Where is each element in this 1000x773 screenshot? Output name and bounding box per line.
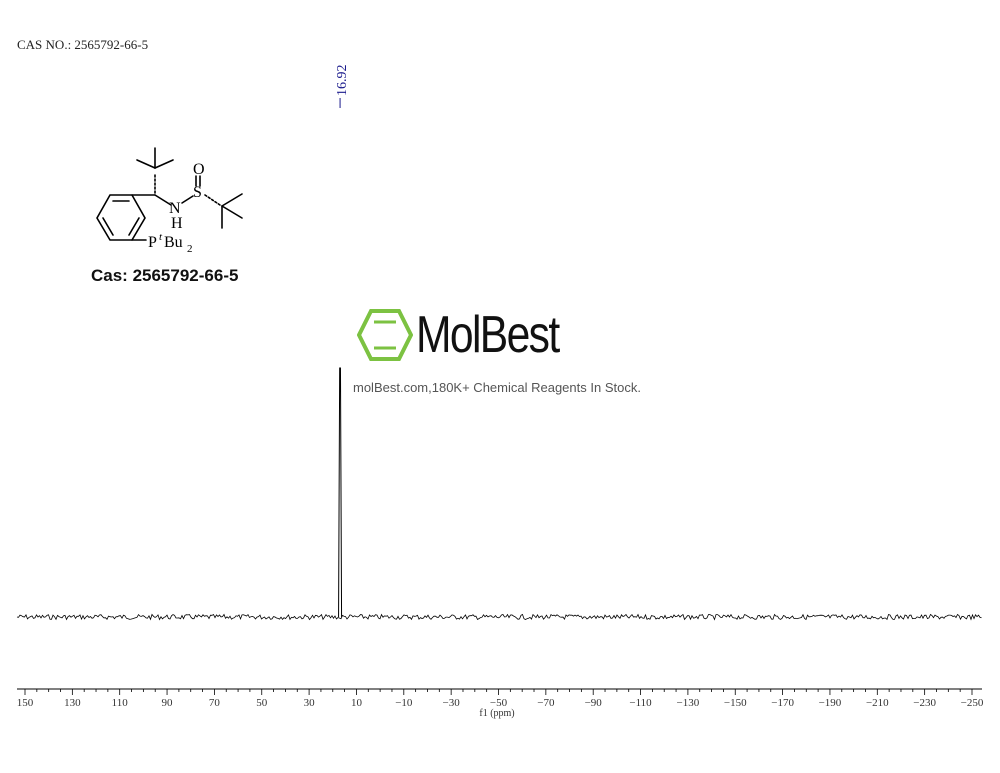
x-tick-label: −230 (913, 697, 936, 709)
peak-label: 16.92 (335, 65, 350, 97)
x-tick-label: −210 (866, 697, 889, 709)
x-tick-label: −190 (819, 697, 842, 709)
x-tick-label: 110 (112, 697, 129, 709)
x-tick-label: 130 (64, 697, 81, 709)
x-tick-label: 50 (256, 697, 268, 709)
x-tick-label: 30 (304, 697, 316, 709)
peak-labels: 16.92 (335, 65, 350, 108)
x-tick-label: −150 (724, 697, 747, 709)
cas-number-header: CAS NO.: 2565792-66-5 (17, 37, 149, 52)
logo-tagline: molBest.com,180K+ Chemical Reagents In S… (353, 380, 641, 395)
logo-wordmark: MolBest (416, 306, 560, 364)
spectrum-trace-group (16, 367, 982, 621)
x-tick-label: −250 (961, 697, 984, 709)
butyl-label: Bu (164, 234, 183, 251)
sulfur-label: S (193, 184, 202, 201)
x-axis-label: f1 (ppm) (479, 708, 514, 719)
benzene-logo-icon (357, 309, 413, 361)
structure-cas-caption: Cas: 2565792-66-5 (91, 266, 239, 285)
x-tick-label: 70 (209, 697, 221, 709)
x-tick-label: 150 (17, 697, 34, 709)
hydrogen-label: H (171, 215, 183, 232)
butyl-subscript: 2 (187, 243, 193, 255)
spectrum-peak (338, 367, 343, 618)
x-axis: 150 130 110 90 70 50 30 10 −10 −30 −50 −70 −90 −110 −1… (17, 688, 984, 709)
x-tick-label: −50 (490, 697, 508, 709)
x-tick-label: −130 (677, 697, 700, 709)
oxygen-label: O (193, 161, 205, 178)
spectrum-baseline (16, 613, 982, 621)
x-tick-label: −30 (443, 697, 461, 709)
x-tick-label: 90 (162, 697, 174, 709)
x-tick-label: −170 (771, 697, 794, 709)
x-tick-label: −10 (395, 697, 413, 709)
x-tick-label: −90 (585, 697, 603, 709)
tert-prefix: t (159, 231, 163, 243)
nitrogen-label: N (169, 200, 181, 217)
x-tick-label: 10 (351, 697, 363, 709)
x-tick-label: −70 (537, 697, 555, 709)
chemical-structure: O S N H P t Bu 2 (96, 147, 243, 255)
phosphorus-label: P (148, 234, 157, 251)
x-tick-label: −110 (629, 697, 652, 709)
